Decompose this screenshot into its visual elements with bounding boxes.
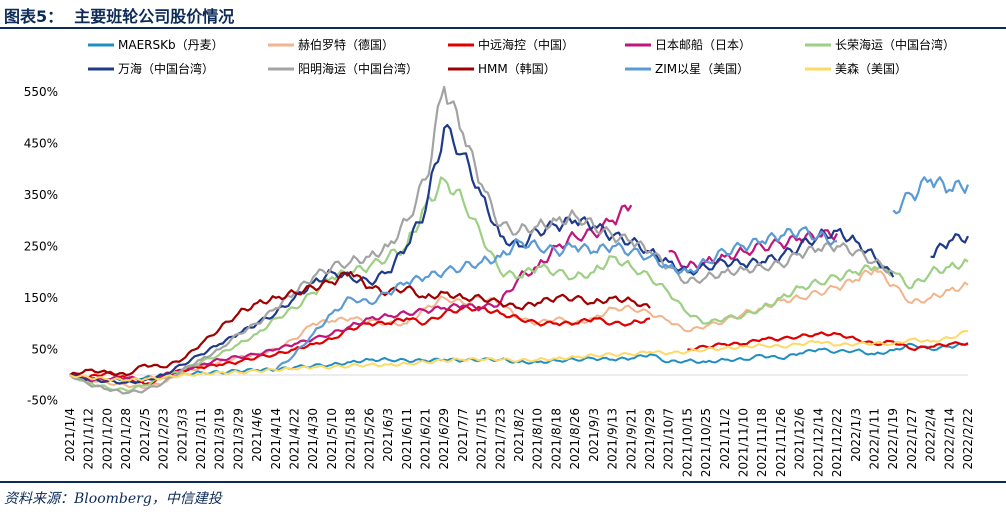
x-tick-label: 2021/2/5 <box>138 408 152 462</box>
x-tick-label: 2021/10/15 <box>680 408 694 477</box>
source-note: 资料来源：Bloomberg，中信建投 <box>4 491 222 507</box>
legend-item: 长荣海运（中国台湾） <box>805 37 955 52</box>
series-line <box>69 124 895 385</box>
legend-label: ZIM以星（美国） <box>655 62 749 76</box>
x-tick-label: 2021/1/28 <box>119 408 133 470</box>
y-tick-label: 350% <box>24 188 58 202</box>
series-line <box>69 271 651 377</box>
x-tick-label: 2021/5/10 <box>325 408 339 470</box>
x-tick-label: 2021/4/14 <box>269 408 283 470</box>
y-tick-label: 550% <box>24 85 58 99</box>
legend-label: 日本邮船（日本） <box>655 38 751 52</box>
x-tick-label: 2021/12/6 <box>793 408 807 470</box>
legend-item: 日本邮船（日本） <box>625 38 751 52</box>
x-tick-label: 2021/9/13 <box>606 408 620 470</box>
legend-item: 中远海控（中国） <box>448 37 574 52</box>
x-tick-label: 2021/6/3 <box>381 408 395 462</box>
x-tick-label: 2021/6/21 <box>418 408 432 470</box>
x-tick-label: 2022/1/11 <box>867 408 881 470</box>
x-tick-label: 2021/8/2 <box>512 408 526 462</box>
series-line <box>892 176 970 215</box>
x-tick-label: 2021/5/18 <box>344 408 358 470</box>
x-tick-label: 2021/11/2 <box>718 408 732 470</box>
y-tick-label: 450% <box>24 136 58 150</box>
x-tick-label: 2021/3/3 <box>175 408 189 462</box>
x-tick-label: 2021/3/11 <box>194 408 208 470</box>
x-tick-label: 2021/2/23 <box>157 408 171 470</box>
x-tick-label: 2021/8/10 <box>531 408 545 470</box>
source-rule <box>0 481 1006 483</box>
legend-item: 赫伯罗特（德国） <box>268 37 394 52</box>
series-group <box>69 85 970 395</box>
legend-label: MAERSKb（丹麦） <box>118 38 224 52</box>
series-line <box>69 268 969 390</box>
chart-title: 图表5： 主要班轮公司股价情况 <box>4 7 235 26</box>
x-tick-label: 2021/7/23 <box>493 408 507 470</box>
series-line <box>668 229 838 269</box>
series-line <box>930 233 969 259</box>
legend-label: 长荣海运（中国台湾） <box>835 37 955 52</box>
legend: MAERSKb（丹麦） 赫伯罗特（德国） 中远海控（中国） 日本邮船（日本） 长荣海运（… <box>88 37 955 76</box>
y-tick-label: 50% <box>31 342 58 356</box>
y-tick-label: -50% <box>27 394 58 408</box>
x-tick-label: 2021/9/3 <box>587 408 601 462</box>
x-tick-label: 2021/10/7 <box>662 408 676 470</box>
x-tick-label: 2021/8/18 <box>549 408 563 470</box>
x-tick-label: 2021/4/22 <box>288 408 302 470</box>
legend-item: HMM（韩国） <box>448 61 556 76</box>
y-tick-label: 250% <box>24 239 58 253</box>
chart: MAERSKb（丹麦） 赫伯罗特（德国） 中远海控（中国） 日本邮船（日本） 长荣海运（… <box>24 37 975 477</box>
series-line <box>69 330 969 382</box>
x-tick-label: 2021/4/6 <box>250 408 264 462</box>
x-tick-label: 2021/11/18 <box>755 408 769 477</box>
series-line <box>69 85 894 395</box>
series-line <box>687 331 969 352</box>
x-tick-label: 2021/5/26 <box>362 408 376 470</box>
x-tick-label: 2021/6/11 <box>400 408 414 470</box>
legend-item: ZIM以星（美国） <box>625 62 749 76</box>
x-tick-label: 2022/1/27 <box>905 408 919 470</box>
x-tick-label: 2021/1/4 <box>63 408 77 462</box>
x-tick-label: 2021/8/26 <box>568 408 582 470</box>
legend-item: 美森（美国） <box>805 61 907 76</box>
x-tick-label: 2021/6/29 <box>437 408 451 470</box>
legend-label: 赫伯罗特（德国） <box>298 37 394 52</box>
x-tick-label: 2022/2/4 <box>924 408 938 462</box>
legend-item: MAERSKb（丹麦） <box>88 38 224 52</box>
x-tick-label: 2022/1/19 <box>886 408 900 470</box>
x-tick-label: 2021/3/19 <box>213 408 227 470</box>
title-bar: 图表5： 主要班轮公司股价情况 <box>0 0 1006 27</box>
y-axis: -50% 50% 150% 250% 350% 450% 550% <box>24 85 58 408</box>
x-tick-label: 2021/10/25 <box>699 408 713 477</box>
x-tick-label: 2021/9/29 <box>643 408 657 470</box>
x-tick-label: 2021/1/20 <box>100 408 114 470</box>
y-tick-label: 150% <box>24 291 58 305</box>
legend-item: 阳明海运（中国台湾） <box>268 61 418 76</box>
x-tick-label: 2021/7/7 <box>456 408 470 462</box>
x-tick-label: 2021/12/14 <box>811 408 825 477</box>
x-tick-label: 2021/4/30 <box>306 408 320 470</box>
x-tick-label: 2022/2/14 <box>942 408 956 470</box>
legend-label: 阳明海运（中国台湾） <box>298 61 418 76</box>
series-line <box>69 176 969 393</box>
x-tick-label: 2021/12/22 <box>830 408 844 477</box>
legend-label: 中远海控（中国） <box>478 37 574 52</box>
legend-label: 万海（中国台湾） <box>118 61 214 76</box>
x-axis: 2021/1/4 2021/1/12 2021/1/20 2021/1/28 2021/… <box>63 374 975 477</box>
title-rule <box>0 27 1006 29</box>
x-tick-label: 2021/9/21 <box>624 408 638 470</box>
series-line <box>274 226 838 371</box>
legend-item: 万海（中国台湾） <box>88 61 214 76</box>
x-tick-label: 2021/11/26 <box>774 408 788 477</box>
x-tick-label: 2021/1/12 <box>82 408 96 470</box>
x-tick-label: 2022/2/22 <box>961 408 975 470</box>
x-tick-label: 2021/11/10 <box>737 408 751 477</box>
legend-label: HMM（韩国） <box>478 61 556 76</box>
x-tick-label: 2021/7/15 <box>475 408 489 470</box>
legend-label: 美森（美国） <box>835 61 907 76</box>
x-tick-label: 2021/3/29 <box>231 408 245 470</box>
x-tick-label: 2022/1/3 <box>849 408 863 462</box>
series-line <box>69 204 633 383</box>
